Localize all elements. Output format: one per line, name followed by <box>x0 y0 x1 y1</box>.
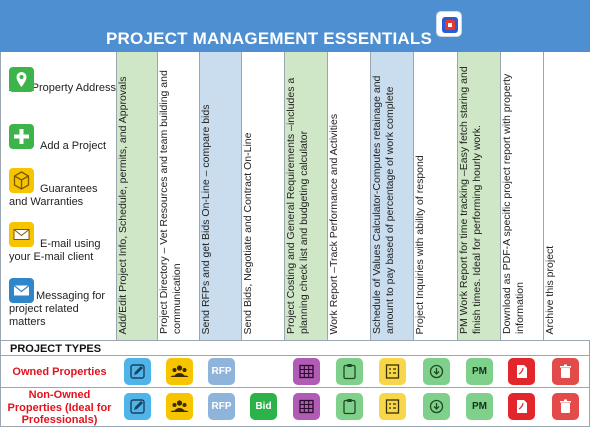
pdf-icon[interactable] <box>508 393 535 420</box>
mail-icon <box>9 278 34 303</box>
app-logo <box>436 11 462 37</box>
column-add-edit: Add/Edit Project Info, Schedule, permits… <box>117 52 158 340</box>
legend-label-1: Messaging for <box>36 290 106 302</box>
edit-icon[interactable] <box>124 358 151 385</box>
legend-label: Add a Project <box>40 140 107 152</box>
project-types-label: PROJECT TYPES <box>10 343 102 355</box>
calculator-grid-icon[interactable] <box>293 358 320 385</box>
pdf-icon[interactable] <box>508 358 535 385</box>
schedule-icon[interactable] <box>379 358 406 385</box>
legend-label-2: project related <box>9 303 79 315</box>
column-inquiries: Project Inquiries with ability of respon… <box>414 52 458 340</box>
column-archive: Archive this project <box>544 52 590 340</box>
clipboard-icon[interactable] <box>336 393 363 420</box>
pm-label: PM <box>472 401 487 412</box>
column-pm-report: PM Work Report for time tracking –Easy f… <box>458 52 501 340</box>
team-icon[interactable] <box>166 393 193 420</box>
inquiry-arrow-icon[interactable] <box>423 393 450 420</box>
column-work-report: Work Report –Track Performance and Activ… <box>328 52 371 340</box>
rfp-label: RFP <box>211 366 232 377</box>
rfp-label: RFP <box>211 401 232 412</box>
column-header: Download as PDF-A specific project repor… <box>501 73 526 334</box>
calculator-grid-icon[interactable] <box>293 393 320 420</box>
owned-row: Owned Properties <box>0 355 590 387</box>
column-pdf: Download as PDF-A specific project repor… <box>501 52 544 340</box>
trash-icon[interactable] <box>552 358 579 385</box>
pm-icon[interactable]: PM <box>466 393 493 420</box>
legend-label-2: and Warranties <box>9 196 84 208</box>
rfp-icon[interactable]: RFP <box>208 393 235 420</box>
edit-icon[interactable] <box>124 393 151 420</box>
non-owned-row: Non-Owned Properties (Ideal for Professi… <box>0 387 590 427</box>
column-bids: Send Bids, Negotiate and Contract On-Lin… <box>242 52 285 340</box>
plus-icon <box>9 124 34 149</box>
legend-label-3: matters <box>9 316 46 328</box>
legend-label-2: your E-mail client <box>9 251 94 263</box>
clipboard-icon[interactable] <box>336 358 363 385</box>
map-pin-icon <box>9 67 34 92</box>
page-title: PROJECT MANAGEMENT ESSENTIALS <box>106 29 432 48</box>
bid-icon[interactable]: Bid <box>250 393 277 420</box>
column-costing: Project Costing and General Requirements… <box>285 52 328 340</box>
pm-icon[interactable]: PM <box>466 358 493 385</box>
column-header: Schedule of Values Calculator-Computes r… <box>371 75 396 334</box>
column-header: Archive this project <box>544 245 556 334</box>
schedule-icon[interactable] <box>379 393 406 420</box>
column-header: Project Directory – Vet Resources and te… <box>158 70 183 334</box>
pm-label: PM <box>472 366 487 377</box>
legend-add-property[interactable]: Add Property Address <box>9 67 117 95</box>
legend: Add Property Address Add a Project Guara… <box>0 52 117 340</box>
column-header: Project Inquiries with ability of respon… <box>414 154 426 334</box>
rfp-icon[interactable]: RFP <box>208 358 235 385</box>
trash-icon[interactable] <box>552 393 579 420</box>
column-header: Work Report –Track Performance and Activ… <box>328 113 340 334</box>
boxes-icon <box>9 168 34 193</box>
inquiry-arrow-icon[interactable] <box>423 358 450 385</box>
column-header: Add/Edit Project Info, Schedule, permits… <box>117 76 129 334</box>
column-header: Send RFPs and get Bids On-Line – compare… <box>200 104 212 334</box>
row-label-non-owned: Non-Owned Properties (Ideal for Professi… <box>7 389 112 426</box>
project-types-row <box>0 340 590 355</box>
team-icon[interactable] <box>166 358 193 385</box>
bid-label: Bid <box>255 401 272 412</box>
column-header: Project Costing and General Requirements… <box>285 77 310 334</box>
column-directory: Project Directory – Vet Resources and te… <box>158 52 200 340</box>
envelope-icon <box>9 222 34 247</box>
column-schedule-values: Schedule of Values Calculator-Computes r… <box>371 52 414 340</box>
column-header: PM Work Report for time tracking –Easy f… <box>458 66 483 334</box>
column-header: Send Bids, Negotiate and Contract On-Lin… <box>242 132 254 334</box>
legend-label-1: Guarantees <box>40 183 98 195</box>
legend-label: Add Property Address <box>9 82 117 94</box>
row-label-owned: Owned Properties <box>12 366 107 378</box>
header: PROJECT MANAGEMENT ESSENTIALS <box>0 0 590 52</box>
legend-label-1: E-mail using <box>40 238 101 250</box>
column-rfp: Send RFPs and get Bids On-Line – compare… <box>200 52 242 340</box>
